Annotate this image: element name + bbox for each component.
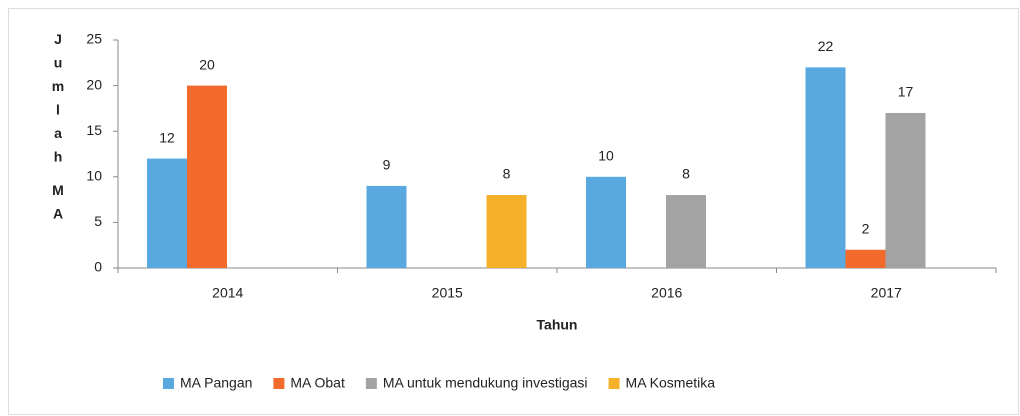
- data-label: 20: [199, 56, 215, 72]
- y-tick-label: 20: [86, 76, 102, 92]
- bar: [147, 158, 187, 268]
- bar: [486, 195, 527, 268]
- data-label: 8: [503, 166, 511, 182]
- bar: [586, 176, 626, 268]
- legend-swatch: [163, 378, 174, 389]
- y-tick-label: 10: [86, 168, 102, 184]
- data-label: 8: [682, 166, 690, 182]
- legend-swatch: [608, 378, 620, 389]
- legend-swatch: [365, 378, 377, 389]
- x-tick-label: 2016: [651, 285, 682, 301]
- chart-border: [8, 8, 1019, 415]
- bar: [885, 112, 926, 269]
- legend-label: MA Kosmetika: [626, 375, 716, 391]
- legend-label: MA untuk mendukung investigasi: [383, 375, 588, 391]
- x-tick-label: 2014: [212, 285, 243, 301]
- data-label: 2: [862, 220, 870, 236]
- data-label: 9: [383, 157, 391, 173]
- bar: [666, 195, 706, 268]
- bar: [187, 85, 227, 268]
- x-tick-label: 2017: [871, 285, 902, 301]
- y-tick-label: 15: [86, 122, 102, 138]
- data-label: 12: [159, 129, 175, 145]
- y-tick-label: 25: [86, 31, 102, 47]
- bar: [805, 67, 846, 268]
- data-label: 10: [598, 148, 614, 164]
- x-tick-label: 2015: [432, 285, 463, 301]
- y-tick-label: 0: [94, 259, 102, 275]
- legend-label: MA Pangan: [180, 375, 252, 391]
- bar: [366, 185, 407, 268]
- legend-label: MA Obat: [290, 375, 345, 391]
- bar: [845, 249, 886, 268]
- data-label: 22: [818, 38, 834, 54]
- y-tick-label: 5: [94, 213, 102, 229]
- legend-swatch: [273, 378, 285, 389]
- data-label: 17: [898, 84, 914, 100]
- x-axis-title: Tahun: [537, 317, 578, 333]
